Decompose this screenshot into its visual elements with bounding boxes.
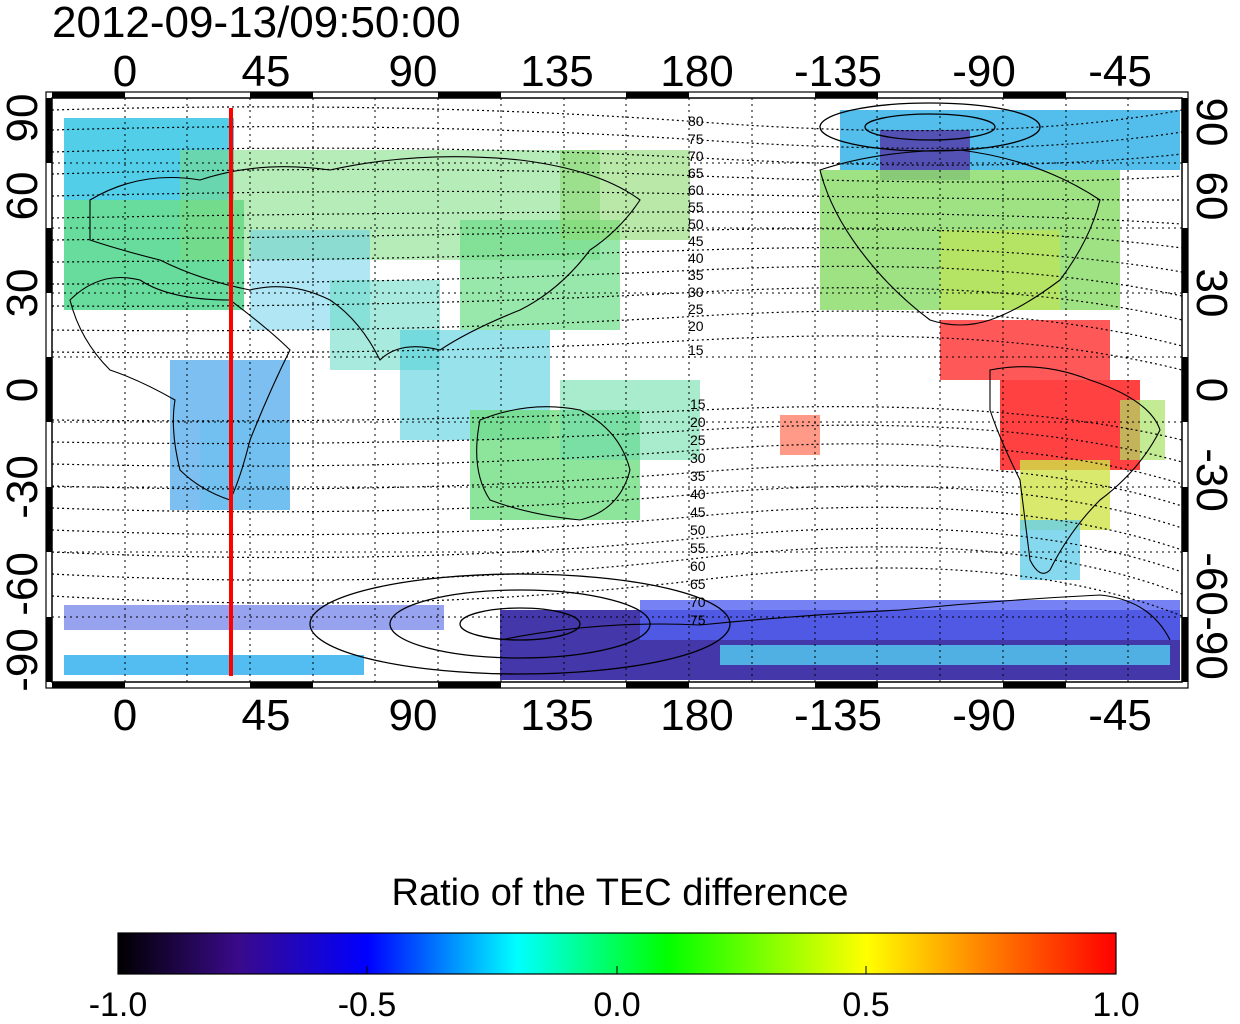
left-lat-label: 30 [0,269,47,318]
colorbar-tick-label: 1.0 [1092,986,1139,1024]
contour-label: 45 [690,504,706,520]
top-lon-label: 0 [113,47,137,96]
colorbar-tick-label: -1.0 [89,986,148,1024]
right-lat-label: -60 [1187,552,1236,616]
contour-label: 35 [690,468,706,484]
left-latitude-labels: 90 60 30 0 -30 -60 -90 [0,94,47,692]
colorbar-title: Ratio of the TEC difference [391,872,849,914]
colorbar-tick-label: -0.5 [338,986,397,1024]
left-lat-label: -60 [0,552,47,616]
contour-label: 30 [690,450,706,466]
left-lat-label: 0 [0,378,47,402]
top-lon-label: -135 [794,47,882,96]
top-lon-label: 180 [660,47,733,96]
left-lat-label: 90 [0,94,47,143]
frame-tick-bars [46,92,1188,688]
right-lat-label: -90 [1187,616,1236,680]
right-lat-label: 60 [1187,172,1236,221]
contour-label: 15 [690,396,706,412]
contour-label: 50 [688,216,704,232]
top-longitude-labels: 0 45 90 135 180 -135 -90 -45 [113,47,1152,96]
contour-label: 25 [688,301,704,317]
contour-label: 70 [688,148,704,164]
contour-label: 60 [690,558,706,574]
bottom-longitude-labels: 0 45 90 135 180 -135 -90 -45 [113,691,1152,740]
contour-label: 45 [688,233,704,249]
bottom-lon-label: -135 [794,691,882,740]
bottom-lon-label: 0 [113,691,137,740]
right-latitude-labels: 90 60 30 0 -30 -60 -90 [1187,98,1236,680]
south-contour-labels: 15 20 25 30 35 40 45 50 55 60 65 70 75 [690,396,706,628]
left-lat-label: 60 [0,172,47,221]
colorbar-tick-label: 0.5 [842,986,889,1024]
contour-label: 50 [690,522,706,538]
contour-label: 75 [690,612,706,628]
right-lat-label: 0 [1187,378,1236,402]
colorbar-tick-labels: -1.0 -0.5 0.0 0.5 1.0 [89,986,1140,1024]
contour-label: 80 [688,113,704,129]
colorbar-tick-label: 0.0 [593,986,640,1024]
contour-label: 30 [688,284,704,300]
contour-label: 55 [688,199,704,215]
bottom-lon-label: 45 [242,691,291,740]
contour-label: 40 [690,486,706,502]
top-lon-label: -90 [952,47,1016,96]
contour-label: 75 [688,131,704,147]
contour-label: 70 [690,594,706,610]
contour-label: 60 [688,182,704,198]
top-lon-label: 45 [242,47,291,96]
colorbar-ticks [117,966,1117,974]
contour-label: 35 [688,267,704,283]
left-lat-label: -30 [0,455,47,519]
bottom-lon-label: 135 [520,691,593,740]
bottom-lon-label: -90 [952,691,1016,740]
bottom-lon-label: 180 [660,691,733,740]
contour-label: 65 [688,165,704,181]
top-lon-label: 90 [389,47,438,96]
contour-label: 20 [688,318,704,334]
left-lat-label: -90 [0,628,47,692]
timestamp-title: 2012-09-13/09:50:00 [52,0,461,47]
contour-label: 25 [690,432,706,448]
coastlines [69,149,1171,641]
bottom-lon-label: -45 [1088,691,1152,740]
contour-label: 15 [688,342,704,358]
contour-label: 65 [690,576,706,592]
contour-label: 40 [688,250,704,266]
contour-label: 55 [690,540,706,556]
bottom-lon-label: 90 [389,691,438,740]
top-lon-label: 135 [520,47,593,96]
right-lat-label: -30 [1187,448,1236,512]
contour-label: 20 [690,414,706,430]
right-lat-label: 30 [1187,269,1236,318]
top-lon-label: -45 [1088,47,1152,96]
right-lat-label: 90 [1187,98,1236,147]
graticule [52,98,1182,682]
north-contour-labels: 80 75 70 65 60 55 50 45 40 35 30 25 20 1… [688,113,704,358]
